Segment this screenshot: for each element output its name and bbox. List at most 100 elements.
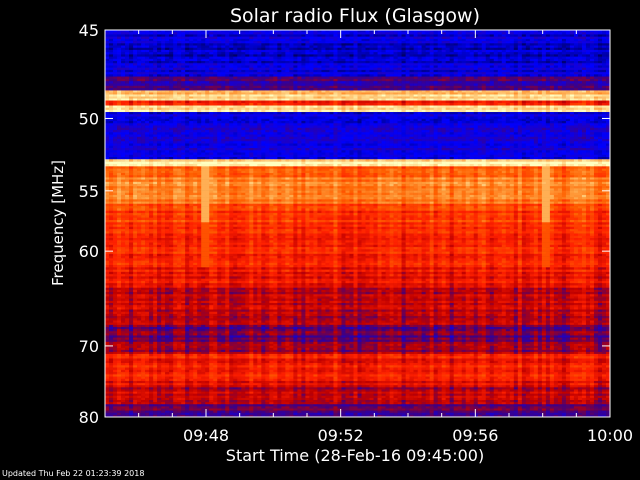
heatmap-cell (281, 77, 285, 80)
heatmap-cell (285, 81, 289, 84)
heatmap-cell (422, 77, 426, 80)
heatmap-cell (121, 74, 125, 77)
heatmap-cell (157, 54, 161, 57)
heatmap-cell (269, 61, 273, 64)
heatmap-cell (225, 43, 229, 46)
heatmap-cell (333, 50, 337, 53)
heatmap-cell (586, 74, 590, 77)
heatmap-cell (129, 32, 133, 35)
heatmap-cell (345, 63, 349, 66)
heatmap-cell (562, 59, 566, 62)
heatmap-cell (470, 72, 474, 75)
heatmap-cell (149, 63, 153, 66)
heatmap-cell (530, 68, 534, 71)
heatmap-cell (398, 86, 402, 89)
heatmap-cell (129, 74, 133, 77)
heatmap-cell (546, 50, 550, 53)
heatmap-cell (446, 37, 450, 40)
heatmap-cell (117, 52, 121, 55)
heatmap-cell (177, 84, 181, 87)
heatmap-cell (237, 59, 241, 62)
heatmap-cell (257, 46, 261, 49)
heatmap-cell (185, 61, 189, 64)
heatmap-cell (386, 34, 390, 37)
heatmap-cell (454, 52, 458, 55)
heatmap-cell (534, 72, 538, 75)
heatmap-cell (450, 63, 454, 66)
heatmap-cell (317, 86, 321, 89)
heatmap-cell (181, 59, 185, 62)
heatmap-cell (602, 72, 606, 75)
heatmap-cell (374, 43, 378, 46)
heatmap-cell (594, 68, 598, 71)
heatmap-cell (566, 84, 570, 87)
heatmap-cell (341, 74, 345, 77)
heatmap-cell (510, 92, 514, 94)
heatmap-cell (161, 39, 165, 42)
heatmap-cell (169, 34, 173, 37)
heatmap-cell (285, 50, 289, 53)
heatmap-cell (454, 41, 458, 44)
heatmap-cell (209, 39, 213, 42)
heatmap-cell (285, 59, 289, 62)
heatmap-cell (394, 90, 398, 92)
heatmap-cell (570, 70, 574, 73)
heatmap-cell (454, 43, 458, 46)
heatmap-cell (422, 63, 426, 66)
heatmap-cell (602, 61, 606, 64)
heatmap-cell (578, 61, 582, 64)
heatmap-cell (269, 92, 273, 94)
heatmap-cell (193, 79, 197, 82)
heatmap-cell (245, 81, 249, 84)
heatmap-cell (237, 90, 241, 92)
heatmap-cell (153, 52, 157, 55)
heatmap-cell (506, 79, 510, 82)
heatmap-cell (438, 86, 442, 89)
heatmap-cell (197, 70, 201, 73)
heatmap-cell (209, 34, 213, 37)
heatmap-cell (586, 37, 590, 40)
heatmap-cell (297, 92, 301, 94)
heatmap-cell (374, 37, 378, 40)
heatmap-cell (285, 84, 289, 87)
heatmap-cell (197, 81, 201, 84)
heatmap-cell (197, 63, 201, 66)
heatmap-cell (598, 41, 602, 44)
heatmap-cell (502, 81, 506, 84)
heatmap-cell (289, 70, 293, 73)
heatmap-cell (530, 57, 534, 60)
heatmap-cell (297, 86, 301, 89)
heatmap-cell (598, 70, 602, 73)
heatmap-cell (566, 48, 570, 51)
heatmap-cell (382, 32, 386, 35)
heatmap-cell (402, 32, 406, 35)
heatmap-cell (189, 48, 193, 51)
heatmap-cell (550, 63, 554, 66)
heatmap-cell (462, 90, 466, 92)
heatmap-cell (574, 50, 578, 53)
heatmap-cell (426, 65, 430, 68)
heatmap-cell (570, 72, 574, 75)
heatmap-cell (313, 39, 317, 42)
heatmap-cell (177, 92, 181, 94)
heatmap-cell (329, 54, 333, 57)
heatmap-cell (173, 81, 177, 84)
heatmap-cell (546, 37, 550, 40)
heatmap-cell (398, 46, 402, 49)
heatmap-cell (305, 32, 309, 35)
heatmap-cell (293, 68, 297, 71)
heatmap-cell (197, 92, 201, 94)
heatmap-cell (233, 50, 237, 53)
heatmap-cell (594, 86, 598, 89)
heatmap-cell (153, 50, 157, 53)
heatmap-cell (165, 43, 169, 46)
heatmap-cell (337, 70, 341, 73)
heatmap-cell (189, 65, 193, 68)
heatmap-cell (402, 90, 406, 92)
heatmap-cell (566, 61, 570, 64)
heatmap-cell (293, 48, 297, 51)
heatmap-cell (406, 77, 410, 80)
heatmap-cell (446, 86, 450, 89)
heatmap-cell (145, 34, 149, 37)
heatmap-cell (121, 59, 125, 62)
